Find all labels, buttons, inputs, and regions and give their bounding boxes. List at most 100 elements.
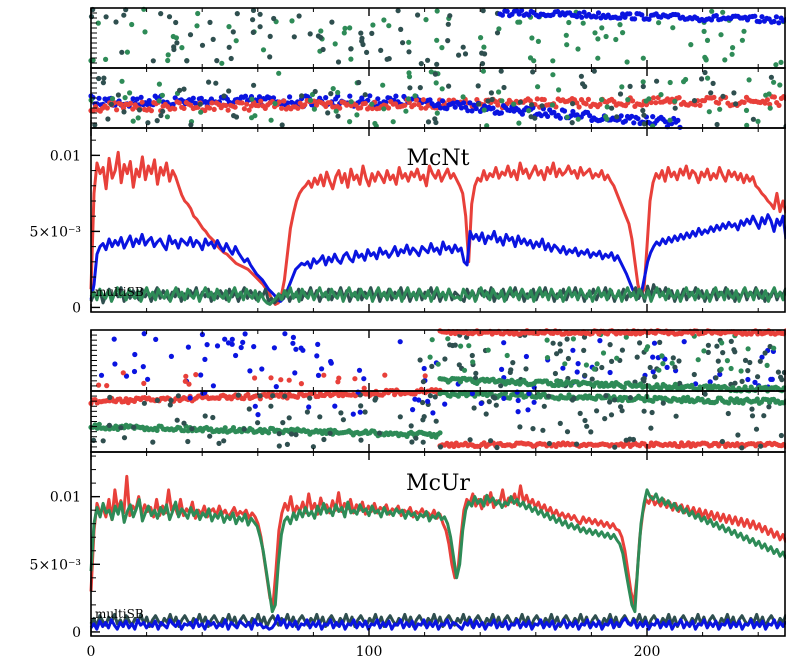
scatter-point	[650, 369, 656, 375]
phase1-slate	[88, 6, 501, 67]
scatter-point	[595, 36, 601, 42]
scatter-point	[181, 428, 187, 434]
scatter-point	[719, 438, 726, 445]
scatter-point	[718, 366, 724, 372]
scatter-point	[697, 102, 703, 108]
scatter-point	[435, 101, 441, 107]
phase2-red-band	[88, 94, 786, 114]
scatter-point	[720, 93, 726, 99]
scatter-point	[260, 47, 267, 53]
scatter-point	[214, 343, 221, 349]
scatter-point	[705, 349, 711, 355]
scatter-point	[494, 444, 500, 451]
scatter-point	[103, 14, 109, 20]
scatter-point	[535, 84, 541, 90]
scatter-point	[135, 115, 141, 121]
scatter-point	[650, 95, 657, 101]
scatter-point	[124, 49, 130, 55]
scatter-point	[258, 98, 264, 104]
scatter-point	[510, 360, 516, 366]
scatter-point	[743, 107, 750, 113]
scatter-point	[460, 94, 466, 100]
scatter-point	[498, 68, 504, 74]
scatter-point	[420, 379, 426, 385]
scatter-point	[607, 342, 613, 348]
scatter-point	[504, 352, 510, 359]
scatter-point	[447, 13, 453, 19]
scatter-point	[437, 444, 444, 450]
scatter-point	[692, 102, 698, 108]
scatter-point	[499, 366, 505, 372]
scatter-point	[315, 372, 322, 378]
scatter-point	[213, 80, 219, 86]
scatter-point	[550, 58, 556, 64]
scatter-point	[717, 371, 723, 377]
scatter-point	[141, 331, 147, 337]
scatter-point	[669, 360, 675, 366]
scatter-point	[226, 88, 232, 94]
scatter-point	[731, 90, 737, 96]
scatter-point	[480, 8, 486, 14]
scatter-point	[250, 7, 257, 13]
scatter-point	[409, 439, 415, 445]
scatter-point	[202, 413, 208, 419]
scatter-point	[609, 105, 615, 111]
scatter-point	[730, 45, 736, 51]
scatter-point	[347, 119, 353, 125]
scatter-point	[267, 54, 273, 60]
scatter-point	[649, 409, 655, 416]
scatter-point	[564, 114, 570, 120]
scatter-point	[447, 342, 453, 348]
scatter-point	[127, 90, 133, 96]
scatter-point	[621, 384, 627, 391]
scatter-point	[427, 354, 433, 360]
scatter-point	[545, 113, 551, 119]
scatter-point	[564, 42, 570, 48]
scatter-point	[702, 69, 708, 76]
scatter-point	[701, 28, 707, 34]
scatter-point	[348, 99, 354, 105]
scatter-point	[755, 374, 761, 380]
scatter-point	[460, 44, 466, 50]
scatter-point	[226, 44, 232, 50]
scatter-point	[637, 340, 643, 346]
scatter-point	[318, 28, 324, 34]
scatter-point	[418, 105, 424, 111]
scatter-point	[652, 374, 658, 380]
scatter-point	[469, 108, 475, 114]
scatter-point	[627, 83, 633, 89]
scatter-point	[588, 429, 594, 435]
scatter-point	[544, 337, 550, 343]
scatter-point	[141, 380, 147, 386]
scatter-point	[168, 353, 174, 359]
scatter-point	[442, 356, 448, 362]
scatter-point	[640, 79, 646, 85]
scatter-point	[641, 112, 647, 118]
scatter-point	[724, 358, 731, 364]
scatter-point	[255, 412, 261, 418]
scatter-point	[267, 33, 273, 40]
scatter-point	[273, 384, 279, 390]
scatter-point	[172, 95, 178, 101]
phase4-red-band2	[437, 440, 786, 450]
scatter-point	[315, 33, 321, 39]
scatter-point	[485, 347, 491, 353]
scatter-point	[386, 23, 392, 29]
scatter-point	[188, 122, 194, 128]
scatter-point	[720, 9, 726, 15]
scatter-point	[369, 105, 375, 112]
scatter-point	[174, 417, 180, 423]
scatter-point	[209, 100, 215, 106]
scatter-point	[561, 108, 568, 114]
scatter-point	[390, 119, 396, 125]
scatter-point	[754, 396, 760, 402]
scatter-point	[413, 97, 419, 103]
scatter-point	[607, 369, 613, 376]
scatter-point	[529, 102, 535, 108]
scatter-point	[206, 79, 212, 85]
scatter-point	[190, 95, 196, 101]
scatter-point	[557, 115, 563, 121]
scatter-point	[98, 372, 105, 378]
scatter-point	[580, 81, 586, 87]
scatter-point	[767, 105, 773, 111]
